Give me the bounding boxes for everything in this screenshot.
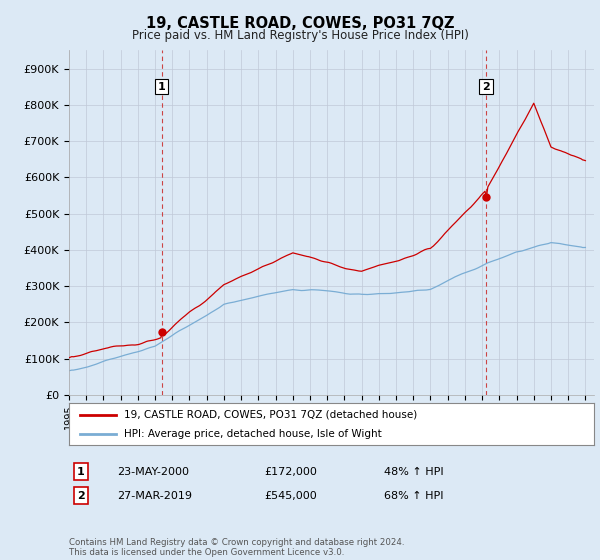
Text: 19, CASTLE ROAD, COWES, PO31 7QZ (detached house): 19, CASTLE ROAD, COWES, PO31 7QZ (detach… bbox=[124, 409, 418, 419]
Text: 48% ↑ HPI: 48% ↑ HPI bbox=[384, 466, 443, 477]
Text: 1: 1 bbox=[77, 466, 85, 477]
Text: £172,000: £172,000 bbox=[264, 466, 317, 477]
Text: 23-MAY-2000: 23-MAY-2000 bbox=[117, 466, 189, 477]
Text: 2: 2 bbox=[77, 491, 85, 501]
Text: £545,000: £545,000 bbox=[264, 491, 317, 501]
Text: HPI: Average price, detached house, Isle of Wight: HPI: Average price, detached house, Isle… bbox=[124, 429, 382, 439]
Text: Price paid vs. HM Land Registry's House Price Index (HPI): Price paid vs. HM Land Registry's House … bbox=[131, 29, 469, 42]
Text: Contains HM Land Registry data © Crown copyright and database right 2024.
This d: Contains HM Land Registry data © Crown c… bbox=[69, 538, 404, 557]
Text: 68% ↑ HPI: 68% ↑ HPI bbox=[384, 491, 443, 501]
Text: 1: 1 bbox=[158, 82, 166, 92]
Text: 19, CASTLE ROAD, COWES, PO31 7QZ: 19, CASTLE ROAD, COWES, PO31 7QZ bbox=[146, 16, 454, 31]
Text: 2: 2 bbox=[482, 82, 490, 92]
Text: 27-MAR-2019: 27-MAR-2019 bbox=[117, 491, 192, 501]
